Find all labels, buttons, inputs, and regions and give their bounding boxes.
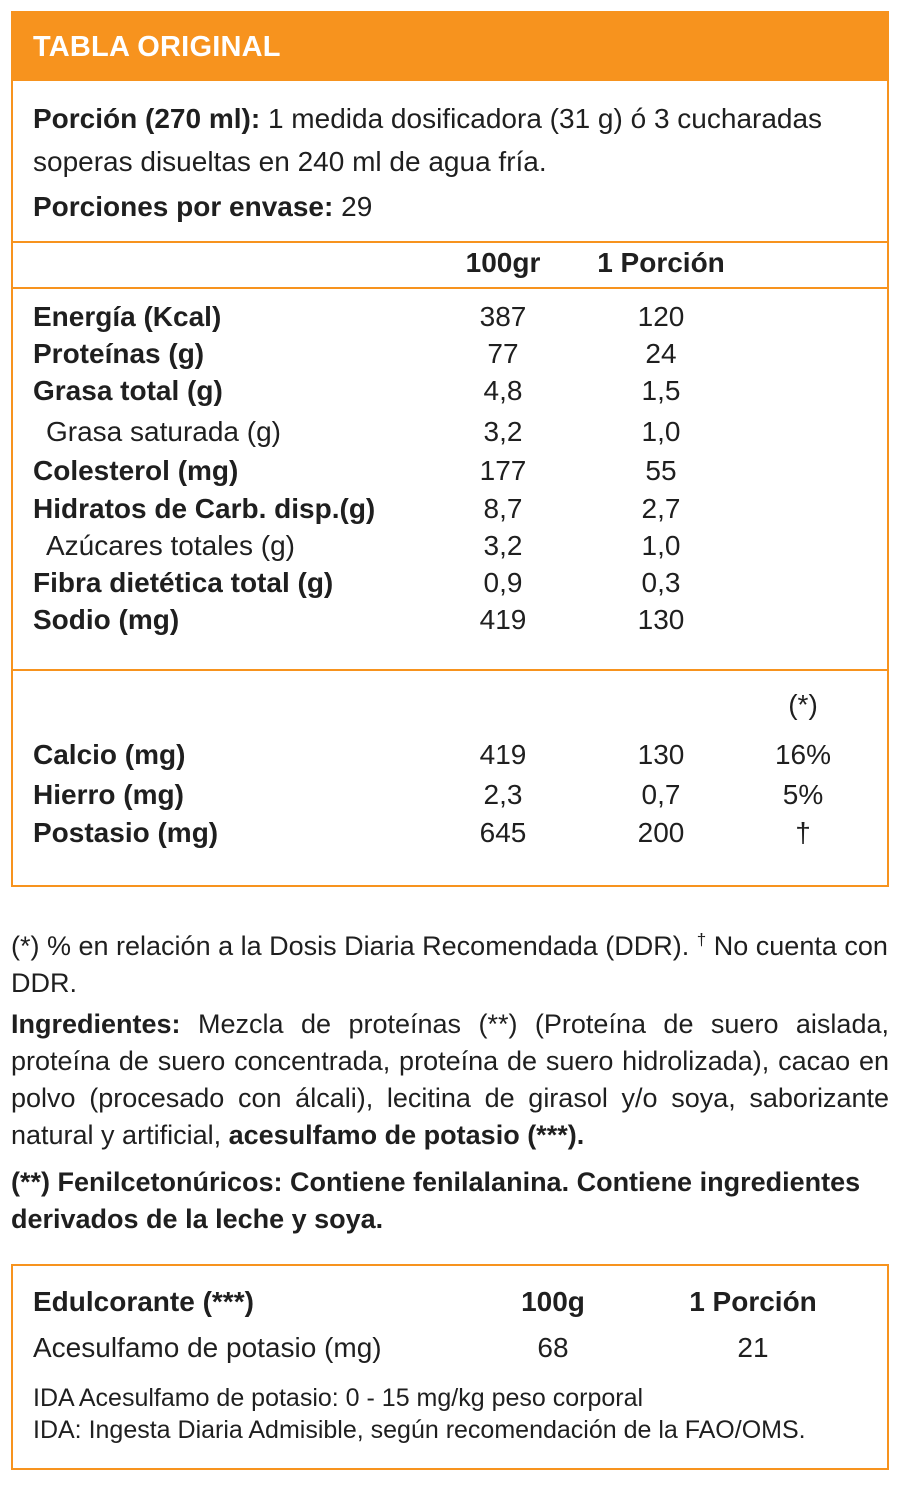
ingredients-bold-tail: acesulfamo de potasio (***). — [228, 1120, 585, 1150]
nutrient-row: Proteínas (g) 77 24 — [13, 338, 887, 374]
table-title: TABLA ORIGINAL — [33, 31, 281, 63]
nutrient-per100: 3,2 — [483, 530, 523, 561]
table-header-bar: TABLA ORIGINAL — [13, 13, 887, 81]
nutrient-label: Fibra dietética total (g) — [33, 567, 334, 598]
sweetener-row-label: Acesulfamo de potasio (mg) — [33, 1332, 382, 1363]
nutrient-label: Grasa total (g) — [33, 375, 223, 406]
sweetener-column-100g: 100g — [521, 1286, 585, 1317]
nutrient-per-serving: 120 — [637, 301, 685, 332]
nutrient-per-serving: 24 — [645, 338, 677, 369]
column-header-portion: 1 Porción — [597, 247, 725, 278]
ddr-note-text: (*) % en relación a la Dosis Diaria Reco… — [11, 931, 690, 961]
nutrient-row: Fibra dietética total (g) 0,9 0,3 — [13, 567, 887, 603]
nutrient-row: Energía (Kcal) 387 120 — [13, 301, 887, 337]
nutrient-per100: 77 — [487, 338, 519, 369]
nutrient-row: Colesterol (mg) 177 55 — [13, 455, 887, 491]
divider — [13, 241, 887, 243]
nutrient-label: Azúcares totales (g) — [46, 530, 295, 561]
nutrient-per100: 419 — [479, 604, 527, 635]
nutrient-label: Energía (Kcal) — [33, 301, 222, 332]
nutrient-label: Proteínas (g) — [33, 338, 205, 369]
ida-line-2: IDA: Ingesta Diaria Admisible, según rec… — [33, 1416, 806, 1444]
column-header-100g: 100gr — [465, 247, 541, 278]
nutrient-per-serving: 1,0 — [641, 416, 681, 447]
nutrient-label: Colesterol (mg) — [33, 455, 239, 486]
nutrient-row: Azúcares totales (g) 3,2 1,0 — [13, 530, 887, 566]
serving-text: 1 medida dosificadora (31 g) ó 3 cuchara… — [33, 103, 823, 177]
mineral-row: Calcio (mg) 419 130 16% — [13, 739, 887, 775]
divider — [13, 669, 887, 671]
mineral-per-serving: 130 — [637, 739, 685, 770]
mineral-ddr: 16% — [774, 739, 832, 770]
mineral-ddr: 5% — [782, 779, 824, 810]
ida-line-1: IDA Acesulfamo de potasio: 0 - 15 mg/kg … — [33, 1384, 644, 1412]
nutrient-per-serving: 2,7 — [641, 493, 681, 524]
nutrient-row: Grasa saturada (g) 3,2 1,0 — [13, 416, 887, 452]
sweetener-column-portion: 1 Porción — [689, 1286, 817, 1317]
mineral-row: Hierro (mg) 2,3 0,7 5% — [13, 779, 887, 815]
sweetener-header-label: Edulcorante (***) — [33, 1286, 254, 1317]
mineral-label: Calcio (mg) — [33, 739, 186, 770]
ddr-column-header: (*) — [788, 689, 818, 720]
nutrient-row: Hidratos de Carb. disp.(g) 8,7 2,7 — [13, 493, 887, 529]
nutrient-per100: 4,8 — [483, 375, 523, 406]
mineral-row: Postasio (mg) 645 200 † — [13, 817, 887, 853]
servings-value: 29 — [341, 191, 373, 222]
mineral-per100: 2,3 — [483, 779, 523, 810]
servings-per-container: Porciones por envase: 29 — [33, 187, 372, 227]
nutrient-per100: 3,2 — [483, 416, 523, 447]
nutrient-per100: 8,7 — [483, 493, 523, 524]
ddr-footnote: (*) % en relación a la Dosis Diaria Reco… — [11, 921, 889, 1002]
nutrient-per-serving: 1,5 — [641, 375, 681, 406]
nutrient-label: Grasa saturada (g) — [46, 416, 281, 447]
ingredients-text: Mezcla de proteínas (**) (Proteína de su… — [11, 1009, 889, 1150]
serving-size: Porción (270 ml): 1 medida dosificadora … — [33, 97, 873, 183]
mineral-label: Hierro (mg) — [33, 779, 184, 810]
ddr-note-text-2: No cuenta con DDR. — [11, 931, 888, 998]
mineral-ddr: † — [795, 817, 811, 848]
sweetener-table: Edulcorante (***) 100g 1 Porción Acesulf… — [11, 1264, 889, 1470]
serving-label: Porción (270 ml): — [33, 103, 261, 134]
allergen-warning: (**) Fenilcetonúricos: Contiene fenilala… — [11, 1167, 861, 1234]
dagger-mark: † — [696, 930, 707, 949]
nutrient-per-serving: 55 — [645, 455, 677, 486]
sweetener-row-per-serving: 21 — [737, 1332, 769, 1363]
sweetener-row-per100: 68 — [537, 1332, 569, 1363]
nutrient-per100: 177 — [479, 455, 527, 486]
mineral-per-serving: 0,7 — [641, 779, 681, 810]
mineral-per-serving: 200 — [637, 817, 685, 848]
ingredients-paragraph: Ingredientes: Mezcla de proteínas (**) (… — [11, 1006, 889, 1154]
nutrient-per-serving: 1,0 — [641, 530, 681, 561]
nutrient-per100: 387 — [479, 301, 527, 332]
nutrient-row: Sodio (mg) 419 130 — [13, 604, 887, 640]
nutrient-label: Sodio (mg) — [33, 604, 180, 635]
nutrient-per-serving: 0,3 — [641, 567, 681, 598]
ingredients-label: Ingredientes: — [11, 1009, 181, 1039]
nutrient-label: Hidratos de Carb. disp.(g) — [33, 493, 376, 524]
divider — [13, 287, 887, 289]
nutrition-table: TABLA ORIGINAL Porción (270 ml): 1 medid… — [11, 11, 889, 887]
nutrient-per-serving: 130 — [637, 604, 685, 635]
mineral-label: Postasio (mg) — [33, 817, 219, 848]
mineral-per100: 419 — [479, 739, 527, 770]
mineral-per100: 645 — [479, 817, 527, 848]
nutrient-row: Grasa total (g) 4,8 1,5 — [13, 375, 887, 411]
servings-label: Porciones por envase: — [33, 191, 334, 222]
nutrient-per100: 0,9 — [483, 567, 523, 598]
